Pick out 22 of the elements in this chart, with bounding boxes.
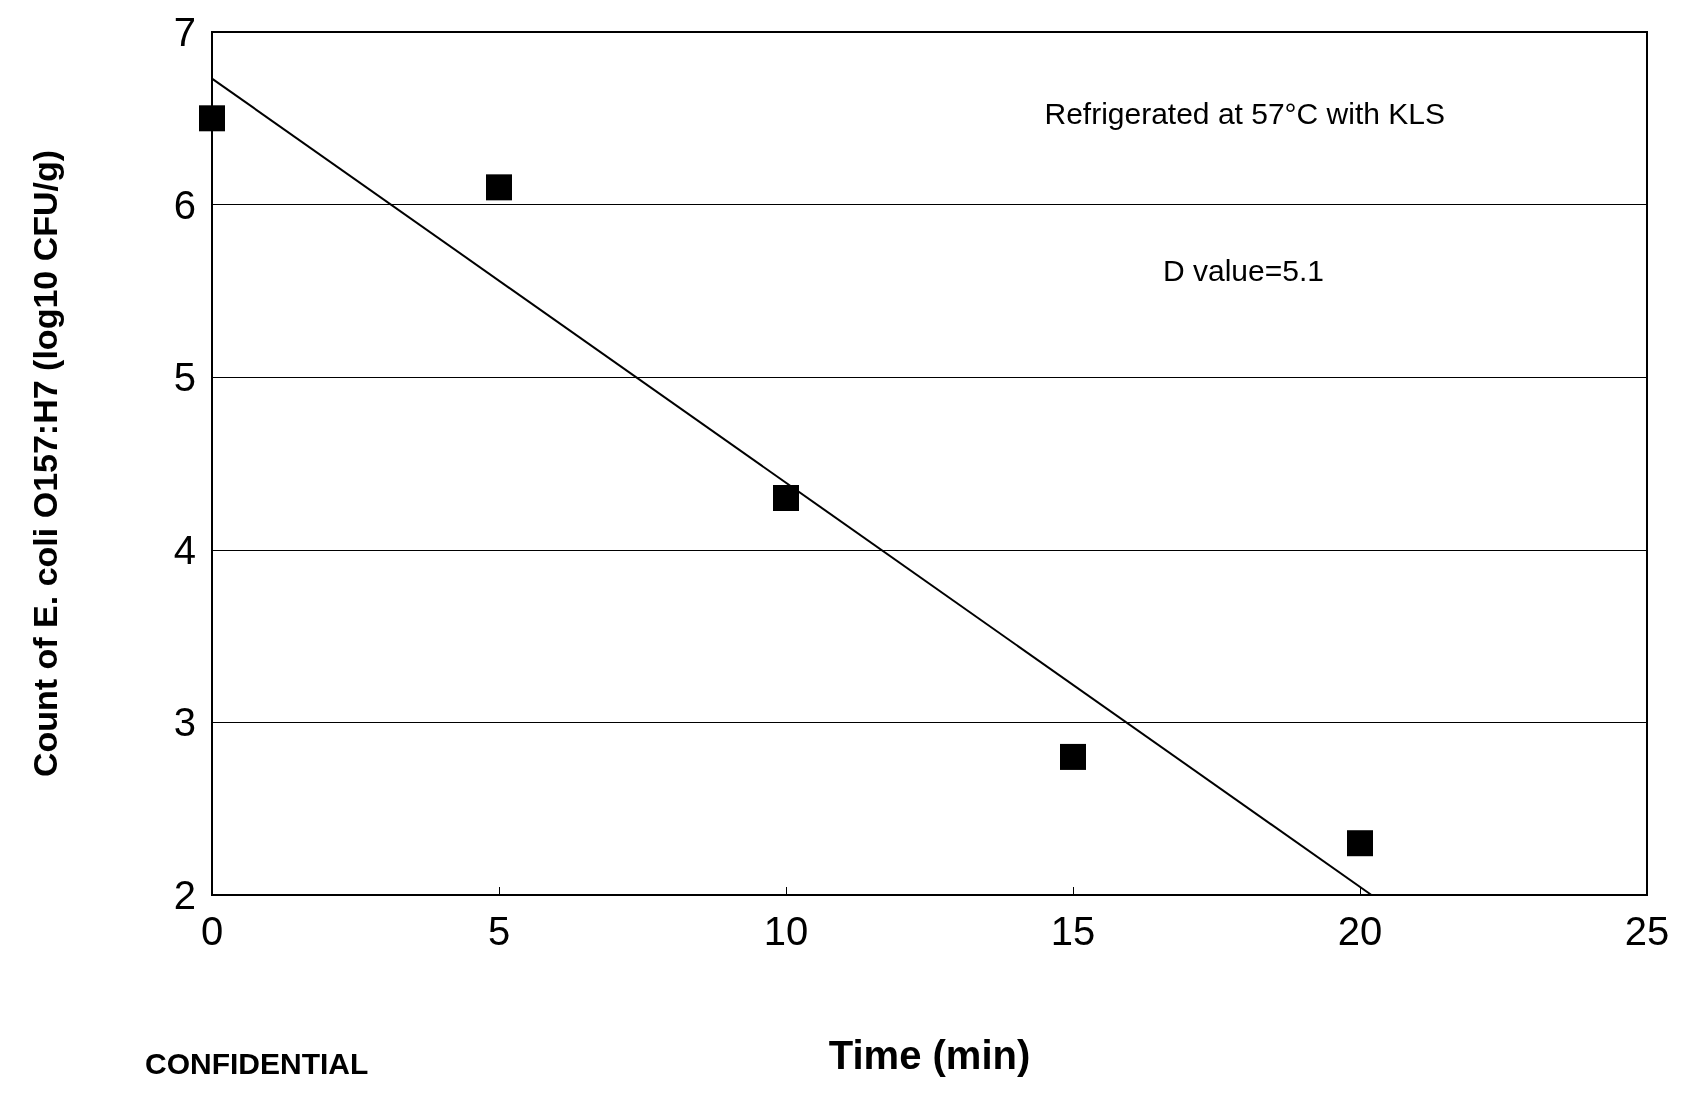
point: [1060, 743, 1086, 770]
x-tick-label: 10: [763, 909, 809, 953]
annotation: D value=5.1: [1163, 253, 1324, 287]
text: CONFIDENTIAL: [145, 1046, 369, 1080]
x-axis-title: Time (min): [828, 1033, 1031, 1077]
y-axis-title: Count of E. coli O157:H7 (log10 CFU/g): [26, 149, 64, 778]
point: [486, 174, 512, 201]
point: [773, 485, 799, 512]
y-tick-label: 6: [173, 182, 196, 227]
y-tick-label: 3: [173, 700, 196, 745]
annotation: Refrigerated at 57°C with KLS: [1044, 96, 1446, 130]
y-tick-label: 5: [173, 355, 196, 400]
x-tick-label: 0: [200, 909, 224, 953]
y-tick-label: 4: [173, 527, 196, 572]
point: [199, 105, 225, 132]
x-tick-label: 15: [1050, 909, 1096, 953]
x-tick-label: 20: [1337, 909, 1383, 953]
y-tick-label: 7: [173, 10, 196, 54]
x-tick-label: 5: [487, 909, 511, 953]
y-tick-label: 2: [173, 873, 196, 917]
point: [1347, 830, 1373, 857]
x-tick-label: 25: [1624, 909, 1670, 953]
